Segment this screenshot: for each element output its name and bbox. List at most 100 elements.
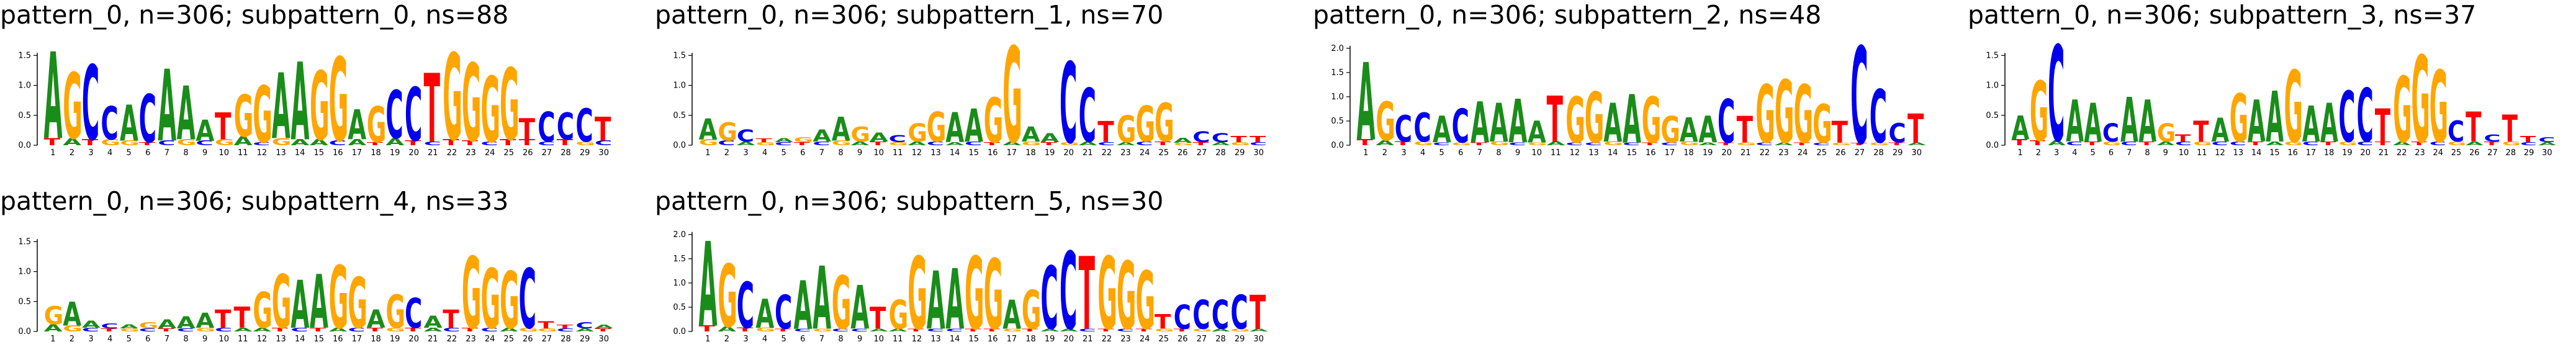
logo-letter: C [1413,106,1431,151]
logo-letter: T [1888,142,1905,146]
x-tick-label: 28 [1215,148,1226,158]
logo-letter: G [984,85,1004,157]
logo-letter: A [234,327,253,333]
logo-letter: C [595,139,612,146]
logo-letter: G [2430,51,2448,166]
logo-letter: A [907,141,926,146]
logo-letter: A [2048,140,2066,147]
x-tick-label: 12 [2215,148,2225,158]
logo-letter: C [1040,249,1058,349]
x-tick-label: 23 [1120,335,1131,344]
logo-letter: G [1585,78,1605,159]
logo-letter: T [538,320,554,331]
logo-letter: C [889,133,906,145]
x-tick-label: 23 [466,335,476,344]
logo-letter: A [1002,141,1021,146]
x-tick-label: 24 [2433,148,2443,158]
logo-letter: G [2411,31,2430,170]
logo-letter: A [2212,112,2230,150]
x-tick-label: 13 [1588,148,1599,158]
x-tick-label: 6 [2109,148,2114,158]
x-tick-label: 14 [1608,148,1618,158]
logo-letter: G [63,324,83,334]
x-tick-label: 17 [1007,335,1017,344]
logo-letter: G [1117,242,1137,351]
x-tick-label: 29 [1893,148,1903,158]
x-tick-label: 13 [930,335,941,344]
logo-chart: 0.00.51.01.5TA1TG2AC3CA4TA5GC6CA7TA8AG9C… [1986,19,2556,172]
y-tick-label: 1.5 [1986,51,1999,60]
x-tick-label: 26 [2469,148,2480,158]
logo-letter: T [367,142,383,146]
logo-letter: G [272,259,292,346]
x-tick-label: 29 [2524,148,2534,158]
logo-letter: T [755,138,772,143]
x-tick-label: 10 [218,335,229,344]
logo-letter: A [290,267,309,344]
logo-letter: T [2320,141,2336,146]
logo-letter: A [63,295,81,333]
x-tick-label: 2 [724,335,729,344]
logo-letter: A [1547,140,1565,146]
logo-letter: A [1698,109,1717,151]
logo-letter: T [2375,141,2391,146]
x-tick-label: 17 [1665,148,1675,158]
logo-letter: G [1022,279,1042,341]
logo-letter: G [101,138,120,148]
logo-letter: C [1250,142,1267,146]
logo-letter: C [1079,73,1096,160]
logo-letter: G [253,70,272,161]
x-tick-label: 20 [1063,335,1074,344]
logo-letter: C [1452,100,1469,154]
logo-letter: C [1888,117,1906,148]
x-tick-label: 21 [1741,148,1751,158]
x-tick-label: 17 [352,148,363,158]
x-tick-label: 17 [2306,148,2317,158]
x-tick-label: 23 [466,148,476,158]
logo-letter: A [1775,142,1794,146]
x-tick-label: 9 [857,148,862,158]
logo-letter: G [1870,142,1889,146]
logo-letter: T [595,110,611,148]
logo-letter: T [2030,140,2046,147]
y-tick-label: 0.0 [18,141,31,150]
x-tick-label: 14 [950,148,960,158]
x-tick-label: 3 [743,335,748,344]
logo-letter: T [2484,141,2500,146]
logo-letter: C [538,104,555,151]
logo-letter: T [775,328,791,333]
logo-letter: A [120,95,138,153]
logo-letter: C [1813,142,1830,146]
logo-letter: A [310,259,328,346]
logo-letter: G [1002,328,1022,333]
x-tick-label: 19 [1703,148,1713,158]
x-tick-label: 1 [50,148,55,158]
logo-letter: C [2357,73,2374,159]
x-tick-label: 6 [145,148,150,158]
x-tick-label: 20 [1721,148,1732,158]
x-tick-label: 20 [408,148,419,158]
logo-letter: G [462,42,482,166]
logo-letter: G [1376,91,1395,153]
x-tick-label: 11 [893,335,903,344]
x-tick-label: 8 [2145,148,2150,158]
logo-letter: A [1174,137,1192,144]
logo-letter: A [718,325,736,333]
x-tick-label: 10 [2179,148,2189,158]
x-tick-label: 7 [164,335,169,344]
x-tick-label: 13 [930,148,941,158]
y-tick-label: 0.5 [673,303,686,312]
x-tick-label: 12 [912,335,922,344]
logo-letter: C [2175,141,2192,146]
logo-letter: G [1603,140,1623,146]
x-tick-label: 29 [1235,148,1245,158]
logo-letter: G [1793,70,1813,162]
logo-chart: 0.00.51.01.5GA1CG2AC3GT4CA5TG6CA7GA8AG9T… [673,20,1267,173]
logo-letter: G [367,96,387,154]
logo-letter: A [1490,92,1508,155]
logo-letter: G [1413,140,1433,146]
x-tick-label: 27 [542,335,552,344]
logo-letter: A [1212,328,1231,333]
logo-letter: T [557,324,573,330]
x-tick-label: 23 [1778,148,1789,158]
